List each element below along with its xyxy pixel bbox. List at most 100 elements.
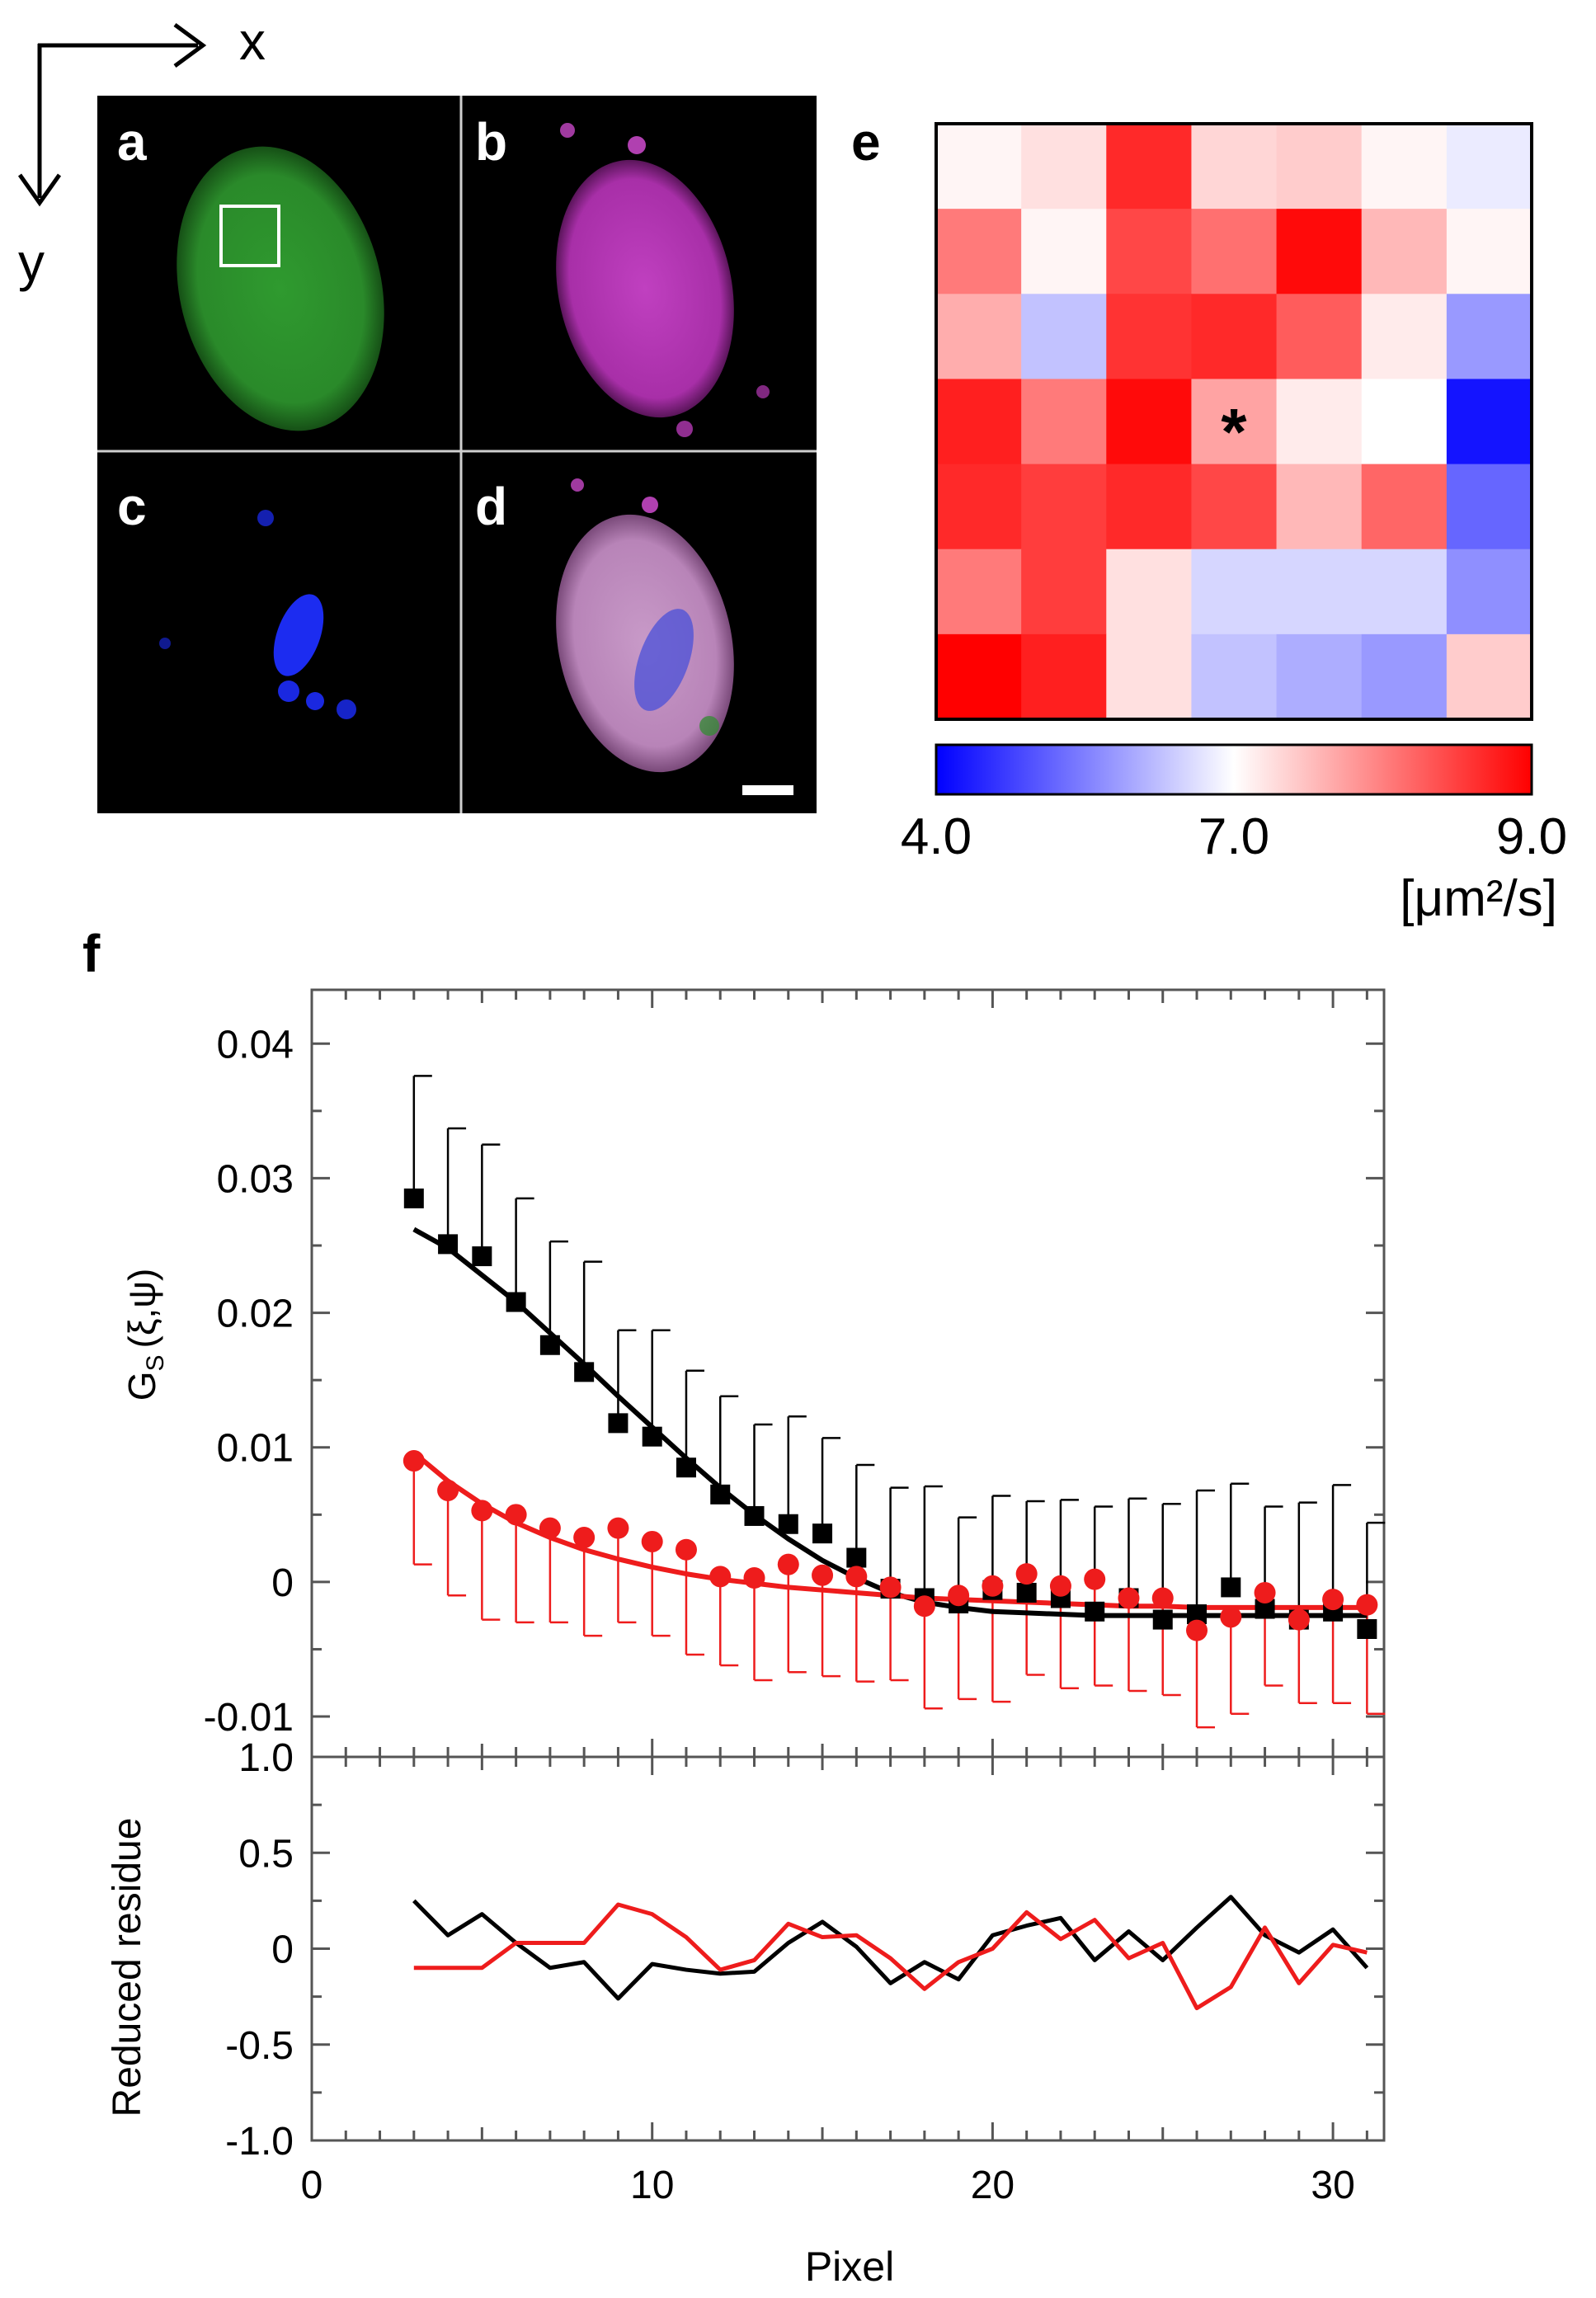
red-circle-marker xyxy=(743,1567,765,1589)
x-arrowhead xyxy=(173,22,207,68)
heatmap-cell xyxy=(1021,464,1107,550)
red-circle-marker xyxy=(1288,1608,1310,1631)
y-arrowhead xyxy=(17,173,62,207)
upper-y-axis-label: GS (ξ,ψ) xyxy=(120,1269,169,1401)
heatmap-cell xyxy=(1191,209,1278,294)
red-circle-marker xyxy=(675,1538,697,1561)
heatmap-cell xyxy=(1276,464,1363,550)
heatmap-cell xyxy=(1446,294,1532,379)
x-axis-label: Pixel xyxy=(805,2244,894,2290)
heatmap-cell xyxy=(1106,633,1192,720)
black-square-marker xyxy=(676,1457,696,1478)
red-circle-marker xyxy=(607,1517,629,1539)
panel-label-c: c xyxy=(117,477,147,536)
red-circle-marker xyxy=(777,1553,799,1575)
red-circle-marker xyxy=(1220,1606,1242,1628)
black-square-marker xyxy=(710,1484,731,1505)
magenta-spot xyxy=(628,136,646,154)
heatmap-cell xyxy=(936,633,1022,720)
red-circle-marker xyxy=(982,1575,1004,1597)
red-circle-marker xyxy=(1049,1575,1071,1597)
black-square-marker xyxy=(438,1234,459,1255)
heatmap-cell xyxy=(1191,464,1278,550)
heatmap-cell xyxy=(936,209,1022,294)
red-circle-marker xyxy=(1322,1589,1344,1611)
magenta-spot xyxy=(642,497,658,513)
y-tick-label: 0.02 xyxy=(217,1293,294,1336)
red-circle-marker xyxy=(471,1500,493,1522)
heatmap-cell xyxy=(1446,633,1532,720)
plot-frame xyxy=(310,1755,1386,2142)
black-square-marker xyxy=(642,1426,662,1447)
black-square-marker xyxy=(1016,1582,1037,1603)
black-square-marker xyxy=(403,1188,424,1208)
heatmap-cell xyxy=(1361,124,1448,210)
heatmap-cell xyxy=(1276,633,1363,720)
x-tick-label: 20 xyxy=(971,2164,1015,2207)
black-residue-line xyxy=(412,1895,1369,2001)
ylabel-g: G xyxy=(120,1372,163,1401)
heatmap-cell xyxy=(1361,379,1448,465)
blue-spot xyxy=(337,699,356,719)
black-square-marker xyxy=(778,1514,798,1534)
black-square-marker xyxy=(1221,1577,1241,1598)
y-tick-label: -1.0 xyxy=(225,2120,294,2164)
correlation-plot: f -0.01 0 0.01 0.02 0.03 0.04 GS (ξ,ψ) xyxy=(82,924,1386,1759)
heatmap-cell xyxy=(1106,464,1192,550)
x-tick-label: 0 xyxy=(301,2164,323,2207)
blue-spot xyxy=(159,638,171,649)
heatmap-cell xyxy=(1276,294,1363,379)
roi-box xyxy=(219,205,280,267)
scale-bar xyxy=(742,785,793,795)
blue-spot xyxy=(257,510,274,526)
black-square-marker xyxy=(1085,1601,1105,1622)
red-circle-marker xyxy=(573,1527,596,1549)
x-axis-letter: x xyxy=(239,12,266,71)
heatmap-panel: e * 4.0 7.0 9.0 [μm²/s] xyxy=(851,112,1567,927)
panel-label-a: a xyxy=(117,112,147,172)
heatmap-border xyxy=(935,122,1533,721)
heatmap-cell xyxy=(1106,294,1192,379)
y-tick-label: 0.01 xyxy=(217,1427,294,1471)
red-circle-marker xyxy=(709,1566,732,1588)
heatmap-cell xyxy=(1446,209,1532,294)
heatmap-cell xyxy=(1191,633,1278,720)
black-square-marker xyxy=(744,1505,765,1526)
heatmap-cell xyxy=(1446,379,1532,465)
black-square-marker xyxy=(574,1362,595,1382)
y-tick-label: 0.5 xyxy=(238,1832,294,1876)
micrograph-grid: a b c d xyxy=(97,96,817,813)
heatmap-cell xyxy=(1276,209,1363,294)
ylabel-args: (ξ,ψ) xyxy=(120,1269,163,1349)
heatmap-cell xyxy=(1191,294,1278,379)
black-square-marker xyxy=(506,1292,526,1312)
y-tick-label: 0.04 xyxy=(217,1023,294,1067)
black-square-marker xyxy=(539,1335,560,1355)
panel-label-f: f xyxy=(82,924,101,983)
y-axis-letter: y xyxy=(18,233,45,292)
red-circle-marker xyxy=(505,1504,527,1526)
nucleus-magenta xyxy=(556,159,734,418)
ylabel-subscript: S xyxy=(142,1355,169,1372)
heatmap-cell xyxy=(1191,124,1278,210)
panel-label-d: d xyxy=(475,477,507,536)
heatmap-cell xyxy=(1021,209,1107,294)
cell-green xyxy=(177,146,384,431)
colorbar-min-label: 4.0 xyxy=(901,808,972,865)
red-circle-marker xyxy=(641,1530,663,1552)
heatmap-cell xyxy=(1021,549,1107,635)
y-tick-label: -0.01 xyxy=(204,1696,294,1740)
colorbar-mid-label: 7.0 xyxy=(1198,808,1269,865)
heatmap-marker: * xyxy=(1221,395,1247,469)
plot-frame xyxy=(310,988,1386,1759)
colorbar-unit-label: [μm²/s] xyxy=(1400,870,1557,927)
red-circle-marker xyxy=(1356,1594,1378,1616)
red-circle-marker xyxy=(1186,1619,1208,1641)
heatmap-cell xyxy=(936,379,1022,465)
panel-label-e: e xyxy=(851,112,881,172)
heatmap-cell xyxy=(1106,209,1192,294)
merge-blue-region xyxy=(634,609,694,711)
heatmap-cell xyxy=(1021,633,1107,720)
heatmap-cell xyxy=(1106,549,1192,635)
